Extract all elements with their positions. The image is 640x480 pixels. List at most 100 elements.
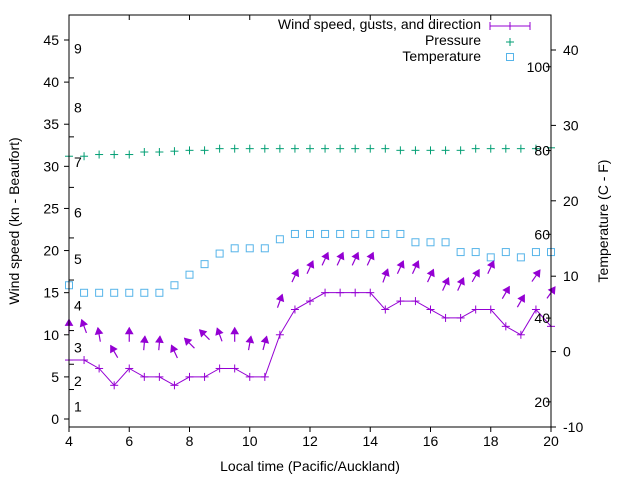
- x-tick-label: 6: [125, 433, 133, 449]
- x-tick-label: 20: [543, 433, 559, 449]
- temperature-point: [275, 235, 284, 244]
- gust-arrow-head: [230, 326, 240, 335]
- beaufort-label: 4: [74, 297, 82, 313]
- fahrenheit-tick-label: 100: [527, 59, 551, 75]
- y-tick-label: 25: [43, 200, 59, 216]
- temperature-point: [80, 288, 89, 297]
- beaufort-label: 5: [74, 251, 82, 267]
- y-tick-label: 5: [51, 369, 59, 385]
- y2-axis-title: Temperature (C - F): [595, 160, 611, 283]
- plot-marks: [64, 143, 556, 390]
- gust-arrow-head: [396, 260, 405, 269]
- gust-arrow-head: [110, 344, 118, 354]
- temperature-point: [200, 260, 209, 269]
- legend: Wind speed, gusts, and direction Pressur…: [278, 16, 531, 64]
- y-tick-label: 0: [51, 411, 59, 427]
- gust-arrow-head: [275, 293, 285, 303]
- y-tick-label: 30: [43, 158, 59, 174]
- gust-arrow-head: [198, 329, 208, 338]
- x-tick-label: 12: [302, 433, 318, 449]
- y2-tick-label: -10: [563, 419, 583, 435]
- temperature-point: [185, 270, 194, 279]
- gust-arrow-head: [140, 335, 149, 344]
- y2-tick-label: 40: [563, 42, 579, 58]
- beaufort-label: 7: [74, 154, 82, 170]
- y-axis-title: Wind speed (kn - Beaufort): [6, 137, 22, 304]
- y-tick-label: 15: [43, 285, 59, 301]
- plot-frame: [68, 14, 552, 428]
- gust-arrow-head: [441, 277, 450, 286]
- y-tick-label: 45: [43, 32, 59, 48]
- y2-tick-label: 20: [563, 193, 579, 209]
- temperature-point: [411, 238, 420, 247]
- gust-arrow-head: [124, 326, 134, 335]
- gust-arrow-head: [215, 327, 224, 336]
- gust-arrow-head: [517, 294, 525, 303]
- temperature-point: [441, 238, 450, 247]
- temperature-point: [155, 288, 164, 297]
- beaufort-label: 2: [74, 373, 82, 389]
- gust-arrow-head: [291, 268, 300, 278]
- temperature-point: [95, 288, 104, 297]
- fahrenheit-tick-label: 60: [534, 226, 550, 242]
- beaufort-label: 1: [74, 398, 82, 414]
- gust-arrow-head: [260, 335, 270, 344]
- x-tick-label: 4: [65, 433, 73, 449]
- gust-arrow-head: [411, 260, 420, 269]
- y2-tick-label: 0: [563, 344, 571, 360]
- legend-label-temperature: Temperature: [402, 48, 481, 64]
- temperature-point: [516, 253, 525, 262]
- x-axis-title: Local time (Pacific/Auckland): [220, 458, 400, 474]
- gust-arrow-head: [155, 335, 164, 344]
- beaufort-label: 3: [74, 339, 82, 355]
- temperature-point: [170, 281, 179, 290]
- gust-arrow-head: [502, 285, 510, 295]
- gust-arrow-head: [321, 251, 330, 261]
- temperature-point: [321, 229, 330, 238]
- gust-arrow-head: [456, 277, 465, 286]
- fahrenheit-tick-label: 80: [534, 143, 550, 159]
- gust-arrow-head: [426, 268, 435, 278]
- fahrenheit-tick-label: 40: [534, 310, 550, 326]
- y2-tick-label: 10: [563, 268, 579, 284]
- y-tick-label: 20: [43, 243, 59, 259]
- legend-label-wind: Wind speed, gusts, and direction: [278, 16, 481, 32]
- gust-arrow-head: [487, 260, 495, 269]
- gust-arrow-head: [306, 260, 315, 269]
- temperature-point: [486, 253, 495, 262]
- gust-arrow-head: [170, 344, 179, 354]
- x-tick-label: 18: [483, 433, 499, 449]
- beaufort-label: 8: [74, 99, 82, 115]
- temperature-point: [290, 229, 299, 238]
- gust-arrow-head: [183, 337, 193, 346]
- temperature-point: [456, 248, 465, 257]
- gust-arrow-head: [381, 268, 390, 277]
- x-tick-label: 16: [423, 433, 439, 449]
- legend-marker-temperature: [506, 53, 514, 61]
- temperature-point: [381, 229, 390, 238]
- wind-speed-line: [69, 292, 552, 387]
- temperature-point: [471, 248, 480, 257]
- gust-arrow-head: [336, 251, 345, 261]
- y-tick-label: 35: [43, 116, 59, 132]
- y-tick-label: 10: [43, 327, 59, 343]
- y-tick-label: 40: [43, 74, 59, 90]
- temperature-point: [336, 229, 345, 238]
- temperature-point: [245, 244, 254, 253]
- axes: 4 6 8 10 12 14 16 18 20051015202530354045-100102…: [43, 15, 583, 449]
- temperature-point: [306, 229, 314, 238]
- beaufort-label: 9: [74, 40, 82, 56]
- gust-arrow-head: [351, 251, 360, 261]
- gust-arrow-head: [547, 286, 556, 295]
- x-tick-label: 10: [242, 433, 258, 449]
- x-tick-label: 14: [362, 433, 378, 449]
- temperature-point: [351, 229, 360, 238]
- temperature-point: [426, 238, 435, 247]
- gust-arrow-head: [94, 326, 104, 336]
- temperature-point: [531, 248, 540, 257]
- temperature-point: [125, 288, 134, 297]
- beaufort-label: 6: [74, 205, 82, 221]
- gust-arrow-head: [472, 268, 480, 278]
- temperature-point: [396, 229, 405, 238]
